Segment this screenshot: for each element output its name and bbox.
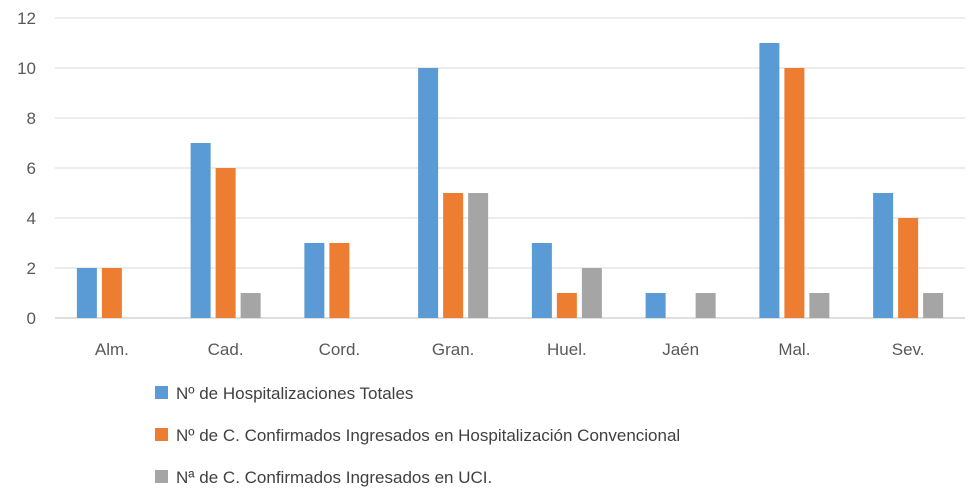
bar-huel-series-2 bbox=[556, 293, 577, 318]
x-tick-label: Huel. bbox=[547, 340, 587, 359]
y-tick-label: 8 bbox=[27, 109, 36, 128]
y-tick-label: 12 bbox=[17, 9, 36, 28]
bar-jan-series-3 bbox=[695, 293, 716, 318]
legend-swatch bbox=[155, 470, 168, 483]
x-tick-label: Gran. bbox=[432, 340, 475, 359]
x-tick-label: Sev. bbox=[892, 340, 925, 359]
bar-cad-series-1 bbox=[190, 143, 211, 318]
bars bbox=[76, 43, 944, 318]
x-tick-label: Cord. bbox=[319, 340, 361, 359]
bar-cad-series-2 bbox=[215, 168, 236, 318]
bar-sev-series-3 bbox=[923, 293, 944, 318]
x-tick-label: Jaén bbox=[662, 340, 699, 359]
bar-mal-series-3 bbox=[809, 293, 830, 318]
bar-mal-series-1 bbox=[759, 43, 780, 318]
legend-label: Nº de C. Confirmados Ingresados en Hospi… bbox=[176, 426, 680, 445]
legend-label: Nº de Hospitalizaciones Totales bbox=[176, 384, 413, 403]
y-tick-label: 10 bbox=[17, 59, 36, 78]
y-tick-label: 2 bbox=[27, 259, 36, 278]
bar-sev-series-1 bbox=[873, 193, 894, 318]
bar-gran-series-3 bbox=[468, 193, 489, 318]
y-tick-label: 4 bbox=[27, 209, 36, 228]
bar-alm-series-1 bbox=[76, 268, 97, 318]
bar-huel-series-3 bbox=[581, 268, 602, 318]
bar-alm-series-2 bbox=[101, 268, 122, 318]
legend-label: Nª de C. Confirmados Ingresados en UCI. bbox=[176, 468, 492, 487]
bar-cord-series-1 bbox=[304, 243, 325, 318]
y-axis-ticks: 0 2 4 6 8 10 12 bbox=[17, 9, 36, 328]
legend: Nº de Hospitalizaciones Totales Nº de C. … bbox=[155, 384, 680, 487]
x-tick-label: Alm. bbox=[95, 340, 129, 359]
bar-huel-series-1 bbox=[531, 243, 552, 318]
y-tick-label: 0 bbox=[27, 309, 36, 328]
bar-sev-series-2 bbox=[898, 218, 919, 318]
bar-cad-series-3 bbox=[240, 293, 261, 318]
x-tick-label: Mal. bbox=[778, 340, 810, 359]
y-tick-label: 6 bbox=[27, 159, 36, 178]
bar-jan-series-1 bbox=[645, 293, 666, 318]
x-axis-ticks: Alm. Cad. Cord. Gran. Huel. Jaén Mal. Sev. bbox=[95, 340, 925, 359]
legend-swatch bbox=[155, 386, 168, 399]
legend-swatch bbox=[155, 428, 168, 441]
bar-cord-series-2 bbox=[329, 243, 350, 318]
x-tick-label: Cad. bbox=[208, 340, 244, 359]
bar-gran-series-2 bbox=[443, 193, 464, 318]
bar-gran-series-1 bbox=[418, 68, 439, 318]
bar-mal-series-2 bbox=[784, 68, 805, 318]
